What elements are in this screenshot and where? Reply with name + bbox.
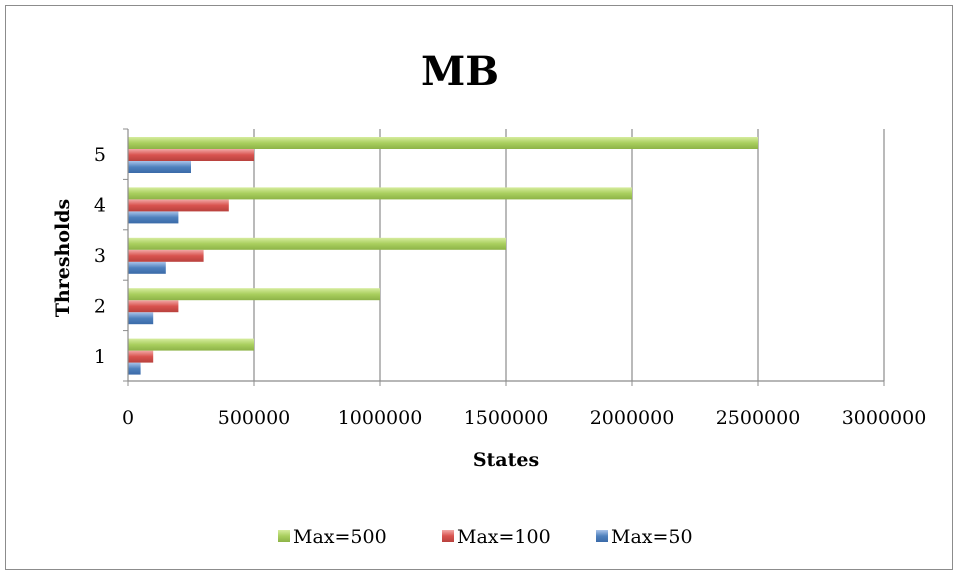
bar-max-100-cat-4 bbox=[128, 199, 229, 212]
y-tick-label: 5 bbox=[94, 144, 106, 166]
bar-max-500-cat-1 bbox=[128, 338, 254, 351]
x-axis-title: States bbox=[473, 449, 539, 471]
y-tick-label: 2 bbox=[94, 295, 106, 317]
bar-max-500-cat-2 bbox=[128, 288, 380, 301]
bars bbox=[128, 137, 758, 375]
bar-max-50-cat-3 bbox=[128, 261, 166, 274]
gridlines bbox=[253, 129, 885, 381]
y-tick-label: 3 bbox=[94, 245, 106, 267]
x-tick-label: 1000000 bbox=[338, 407, 423, 429]
bar-max-50-cat-5 bbox=[128, 161, 191, 173]
legend-label: Max=500 bbox=[293, 526, 387, 548]
bar-max-100-cat-5 bbox=[128, 149, 254, 161]
bar-max-50-cat-1 bbox=[128, 362, 141, 375]
legend: Max=500 Max=100 Max=50 bbox=[278, 526, 693, 548]
x-tick-labels: 0 500000 1000000 1500000 2000000 2500000 30000… bbox=[122, 407, 926, 429]
x-tick-label: 3000000 bbox=[842, 407, 927, 429]
chart-area: MB 0 500000 1000000 1500000 2000000 2500000 30… bbox=[5, 5, 953, 570]
x-tick-label: 0 bbox=[122, 407, 134, 429]
bar-max-50-cat-4 bbox=[128, 211, 179, 224]
bar-max-100-cat-3 bbox=[128, 249, 204, 262]
bar-max-500-cat-3 bbox=[128, 237, 506, 250]
y-tick-label: 4 bbox=[94, 195, 106, 217]
legend-swatch bbox=[596, 530, 608, 542]
axes bbox=[123, 128, 885, 386]
bar-max-100-cat-1 bbox=[128, 350, 154, 363]
y-tick-label: 1 bbox=[94, 346, 106, 368]
legend-swatch bbox=[442, 530, 454, 542]
bar-max-500-cat-5 bbox=[128, 137, 758, 149]
y-tick-labels: 1 2 3 4 5 bbox=[94, 144, 106, 368]
x-tick-label: 2500000 bbox=[716, 407, 801, 429]
x-tick-label: 1500000 bbox=[464, 407, 549, 429]
x-tick-label: 500000 bbox=[218, 407, 291, 429]
bar-max-500-cat-4 bbox=[128, 187, 632, 200]
x-tick-label: 2000000 bbox=[590, 407, 675, 429]
legend-label: Max=50 bbox=[611, 526, 693, 548]
bar-max-100-cat-2 bbox=[128, 300, 179, 313]
chart-svg: MB 0 500000 1000000 1500000 2000000 2500000 30… bbox=[52, 48, 926, 548]
legend-label: Max=100 bbox=[457, 526, 551, 548]
chart-title: MB bbox=[421, 48, 499, 95]
y-axis-title: Thresholds bbox=[52, 199, 74, 317]
bar-max-50-cat-2 bbox=[128, 312, 154, 325]
legend-swatch bbox=[278, 530, 290, 542]
